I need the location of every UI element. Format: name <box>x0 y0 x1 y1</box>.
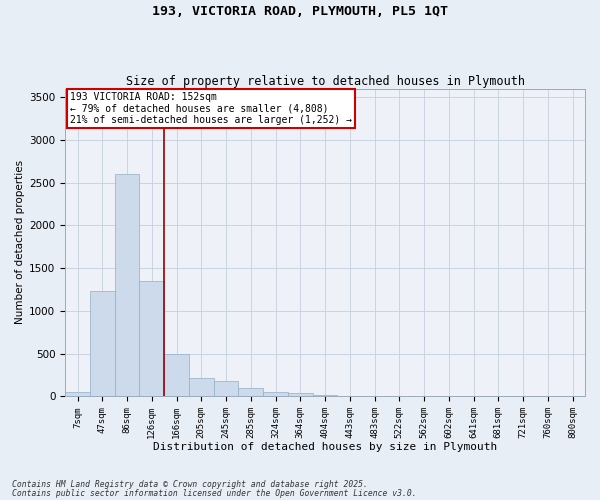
X-axis label: Distribution of detached houses by size in Plymouth: Distribution of detached houses by size … <box>153 442 497 452</box>
Text: 193, VICTORIA ROAD, PLYMOUTH, PL5 1QT: 193, VICTORIA ROAD, PLYMOUTH, PL5 1QT <box>152 5 448 18</box>
Bar <box>263 392 288 396</box>
Text: 193 VICTORIA ROAD: 152sqm
← 79% of detached houses are smaller (4,808)
21% of se: 193 VICTORIA ROAD: 152sqm ← 79% of detac… <box>70 92 352 125</box>
Text: Contains HM Land Registry data © Crown copyright and database right 2025.: Contains HM Land Registry data © Crown c… <box>12 480 368 489</box>
Y-axis label: Number of detached properties: Number of detached properties <box>15 160 25 324</box>
Bar <box>214 381 238 396</box>
Bar <box>313 394 337 396</box>
Bar <box>65 392 90 396</box>
Bar <box>288 393 313 396</box>
Bar <box>238 388 263 396</box>
Bar <box>164 354 189 397</box>
Text: Contains public sector information licensed under the Open Government Licence v3: Contains public sector information licen… <box>12 490 416 498</box>
Bar <box>90 291 115 397</box>
Title: Size of property relative to detached houses in Plymouth: Size of property relative to detached ho… <box>125 76 524 88</box>
Bar <box>115 174 139 396</box>
Bar <box>189 378 214 396</box>
Bar <box>139 281 164 396</box>
